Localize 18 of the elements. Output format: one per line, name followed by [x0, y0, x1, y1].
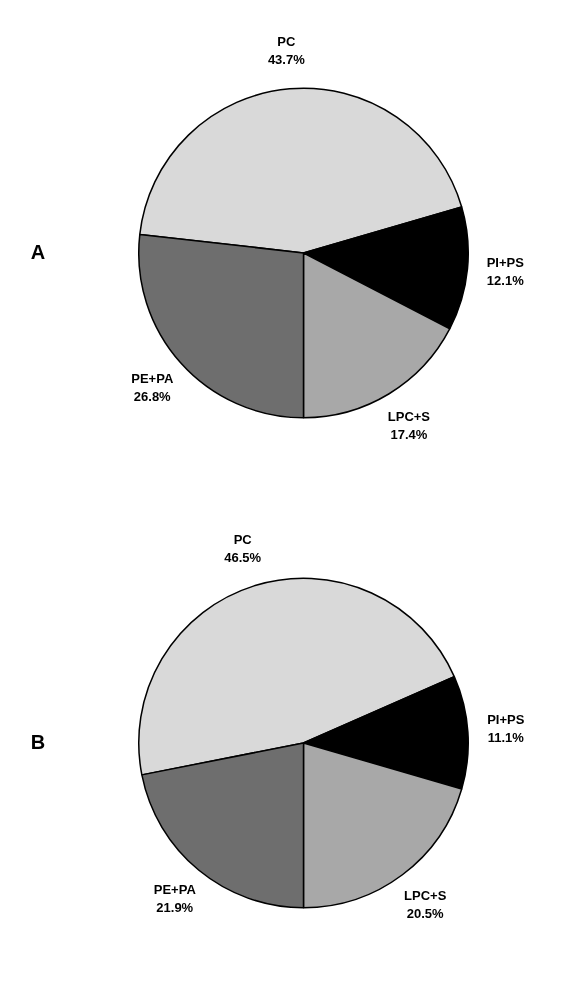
- data-label: 21.9%: [156, 900, 194, 916]
- slice-label: PI+PS: [486, 255, 525, 271]
- slice-label: LPC+S: [387, 408, 431, 424]
- slice-label: LPC+S: [404, 887, 447, 903]
- data-label: 12.1%: [486, 273, 525, 289]
- data-label: 43.7%: [267, 51, 306, 67]
- data-label: 11.1%: [487, 730, 525, 746]
- data-label: 20.5%: [406, 905, 445, 921]
- text: B: [30, 730, 46, 753]
- slice-label: PC: [277, 33, 296, 49]
- slice-label: PE+PA: [131, 370, 174, 386]
- slice-label: PC: [233, 532, 253, 548]
- slice-label: PE+PA: [153, 882, 197, 898]
- data-label: 26.8%: [133, 388, 172, 404]
- text: A: [30, 240, 46, 263]
- slice-label: PI+PS: [487, 712, 525, 728]
- data-label: 17.4%: [390, 426, 428, 442]
- data-label: 46.5%: [224, 550, 262, 566]
